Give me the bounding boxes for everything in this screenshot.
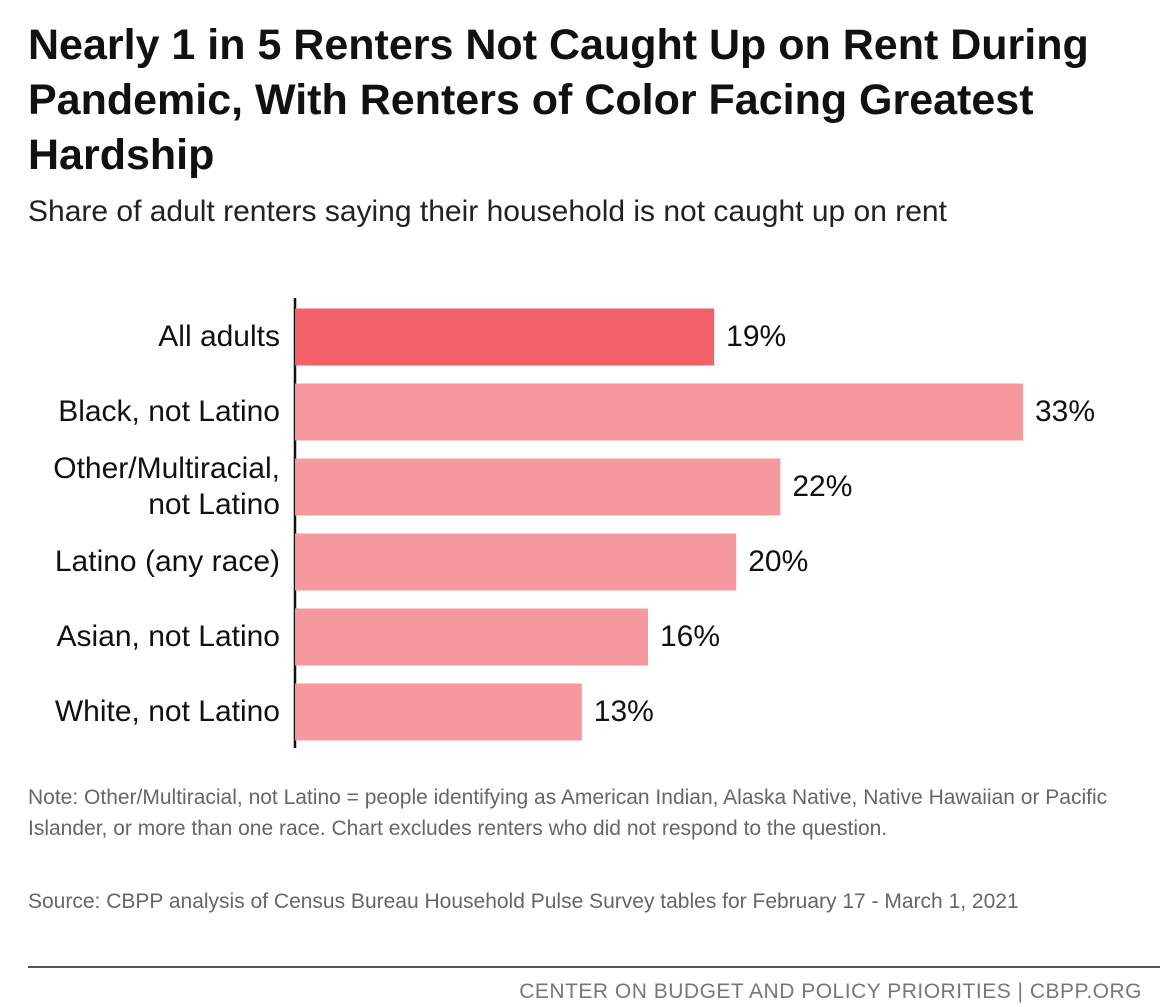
bar — [295, 533, 737, 591]
category-label: All adults — [158, 320, 280, 353]
value-label: 20% — [748, 545, 808, 578]
value-label: 33% — [1035, 395, 1095, 428]
chart-subtitle: Share of adult renters saying their hous… — [28, 195, 947, 228]
source: Source: CBPP analysis of Census Bureau H… — [28, 890, 1019, 913]
chart: 19% 33% 22% 20% 16% 13% — [293, 298, 1095, 748]
category-label: Asian, not Latino — [56, 620, 281, 653]
footer-credit: CENTER ON BUDGET AND POLICY PRIORITIES |… — [519, 980, 1142, 1003]
bar — [295, 608, 648, 666]
bar — [295, 383, 1023, 441]
note: Note: Other/Multiracial, not Latino = pe… — [28, 786, 1108, 840]
value-label: 19% — [726, 320, 786, 353]
category-label: Latino (any race) — [54, 545, 280, 578]
value-label: 13% — [594, 695, 654, 728]
category-label: White, not Latino — [54, 695, 280, 728]
value-label: 22% — [792, 470, 852, 503]
bar — [295, 458, 781, 516]
category-label: Black, not Latino — [58, 395, 280, 428]
chart-title: Nearly 1 in 5 Renters Not Caught Up on R… — [28, 21, 1089, 179]
category-label: Other/Multiracial, not Latino — [53, 452, 280, 521]
value-label: 16% — [660, 620, 720, 653]
divider — [28, 966, 1160, 968]
bar — [295, 683, 582, 741]
bar — [295, 308, 715, 366]
